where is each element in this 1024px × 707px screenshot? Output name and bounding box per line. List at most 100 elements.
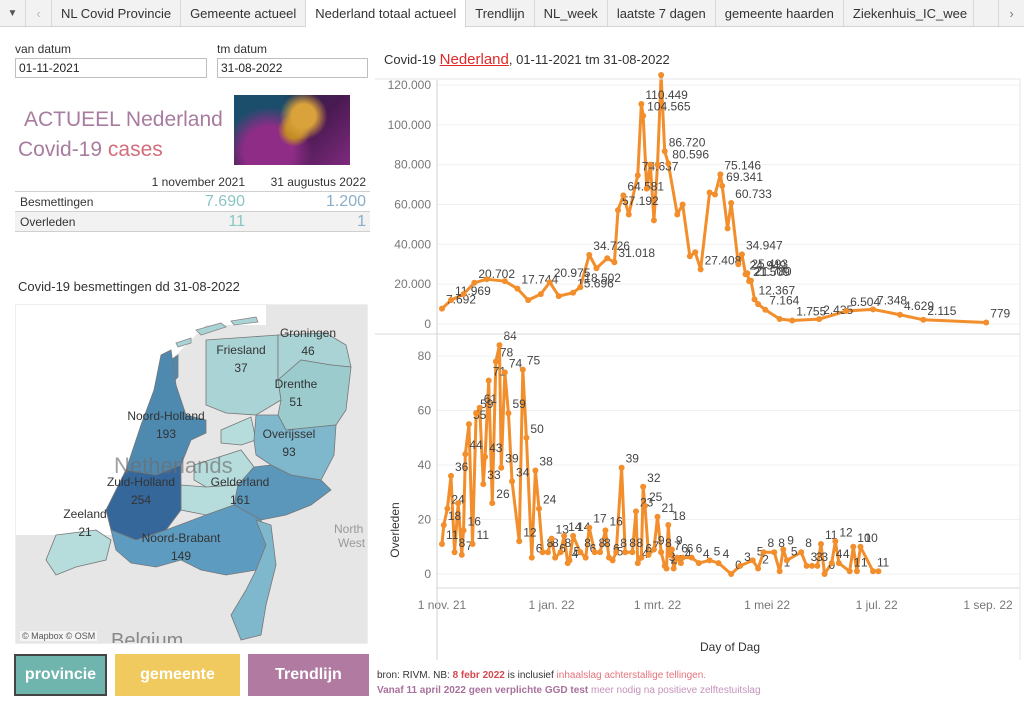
data-point[interactable] [451, 549, 458, 556]
data-point[interactable] [525, 297, 532, 304]
data-point[interactable] [473, 410, 480, 417]
data-point[interactable] [817, 541, 824, 548]
data-point[interactable] [677, 560, 684, 567]
data-point[interactable] [643, 185, 650, 192]
data-point[interactable] [737, 562, 744, 569]
data-point[interactable] [597, 549, 604, 556]
data-point[interactable] [719, 182, 726, 189]
chart-title-link[interactable]: Nederland [439, 51, 509, 68]
data-point[interactable] [832, 538, 839, 545]
data-point[interactable] [846, 568, 853, 575]
data-point[interactable] [439, 305, 445, 312]
data-point[interactable] [744, 270, 751, 277]
tab-laatste-7-dagen[interactable]: laatste 7 dagen [607, 0, 716, 26]
data-point[interactable] [983, 319, 990, 326]
data-point[interactable] [760, 549, 767, 556]
data-point[interactable] [755, 565, 762, 572]
provincie-button[interactable]: provincie [14, 654, 107, 696]
data-point[interactable] [455, 500, 462, 507]
tab-gemeente-haarden[interactable]: gemeente haarden [715, 0, 844, 26]
data-point[interactable] [762, 306, 769, 313]
data-point[interactable] [519, 366, 526, 373]
data-point[interactable] [611, 259, 618, 266]
data-point[interactable] [439, 541, 445, 548]
data-point[interactable] [679, 201, 686, 208]
data-point[interactable] [738, 251, 745, 258]
data-point[interactable] [755, 301, 762, 308]
data-point[interactable] [602, 527, 609, 534]
data-point[interactable] [469, 541, 476, 548]
data-point[interactable] [645, 551, 652, 558]
data-point[interactable] [870, 306, 877, 313]
data-point[interactable] [577, 549, 584, 556]
data-point[interactable] [808, 562, 815, 569]
data-point[interactable] [462, 451, 469, 458]
tab-trendlijn[interactable]: Trendlijn [466, 0, 535, 26]
data-point[interactable] [783, 557, 790, 564]
data-point[interactable] [654, 513, 661, 520]
data-point[interactable] [697, 266, 704, 273]
data-point[interactable] [706, 557, 713, 564]
data-point[interactable] [654, 161, 661, 168]
data-point[interactable] [582, 554, 589, 561]
data-point[interactable] [492, 358, 499, 365]
data-point[interactable] [471, 279, 478, 286]
data-point[interactable] [615, 207, 622, 214]
data-point[interactable] [650, 217, 657, 224]
data-point[interactable] [516, 538, 523, 545]
data-point[interactable] [751, 296, 758, 303]
data-point[interactable] [555, 293, 562, 300]
data-point[interactable] [532, 467, 539, 474]
data-point[interactable] [816, 316, 823, 323]
data-point[interactable] [440, 521, 447, 528]
data-point[interactable] [780, 546, 787, 553]
data-point[interactable] [444, 505, 451, 512]
data-point[interactable] [629, 549, 636, 556]
data-point[interactable] [561, 532, 568, 539]
data-point[interactable] [501, 278, 508, 285]
data-point[interactable] [570, 289, 577, 296]
data-point[interactable] [814, 562, 821, 569]
data-point[interactable] [728, 571, 735, 577]
from-date-input[interactable] [15, 58, 207, 78]
data-point[interactable] [717, 171, 724, 178]
data-point[interactable] [591, 549, 598, 556]
data-point[interactable] [483, 276, 490, 283]
data-point[interactable] [749, 557, 756, 564]
data-point[interactable] [638, 554, 645, 561]
tab-scroll-right-icon[interactable]: › [998, 0, 1024, 26]
tab-nederland-totaal-actueel[interactable]: Nederland totaal actueel [306, 0, 467, 28]
data-point[interactable] [609, 557, 616, 564]
data-point[interactable] [577, 284, 584, 291]
province-flevoland-north[interactable] [220, 416, 257, 446]
gemeente-button[interactable]: gemeente [115, 654, 240, 696]
data-point[interactable] [537, 291, 544, 298]
data-point[interactable] [482, 453, 489, 460]
data-point[interactable] [870, 568, 877, 575]
data-point[interactable] [835, 560, 842, 567]
province-map[interactable]: Netherlands North West Belgium Groningen… [15, 304, 368, 644]
data-point[interactable] [489, 500, 496, 507]
data-point[interactable] [604, 255, 611, 262]
to-date-input[interactable] [217, 58, 368, 78]
data-point[interactable] [828, 560, 835, 567]
data-point[interactable] [535, 505, 542, 512]
province-noord-holland[interactable] [125, 349, 207, 486]
tab-menu-dropdown-icon[interactable]: ▼ [0, 0, 26, 26]
data-point[interactable] [618, 464, 625, 471]
data-point[interactable] [724, 225, 731, 232]
tab-nl-week[interactable]: NL_week [534, 0, 608, 26]
data-point[interactable] [485, 377, 492, 384]
data-point[interactable] [566, 557, 573, 564]
data-point[interactable] [686, 253, 693, 260]
data-point[interactable] [798, 549, 805, 556]
trendlijn-button[interactable]: Trendlijn [248, 654, 369, 696]
data-point[interactable] [650, 546, 657, 553]
data-point[interactable] [505, 410, 512, 417]
data-point[interactable] [447, 472, 454, 479]
data-point[interactable] [593, 265, 600, 272]
tab-gemeente-actueel[interactable]: Gemeente actueel [181, 0, 307, 26]
data-point[interactable] [688, 554, 695, 561]
data-point[interactable] [679, 554, 686, 561]
data-point[interactable] [668, 546, 675, 553]
